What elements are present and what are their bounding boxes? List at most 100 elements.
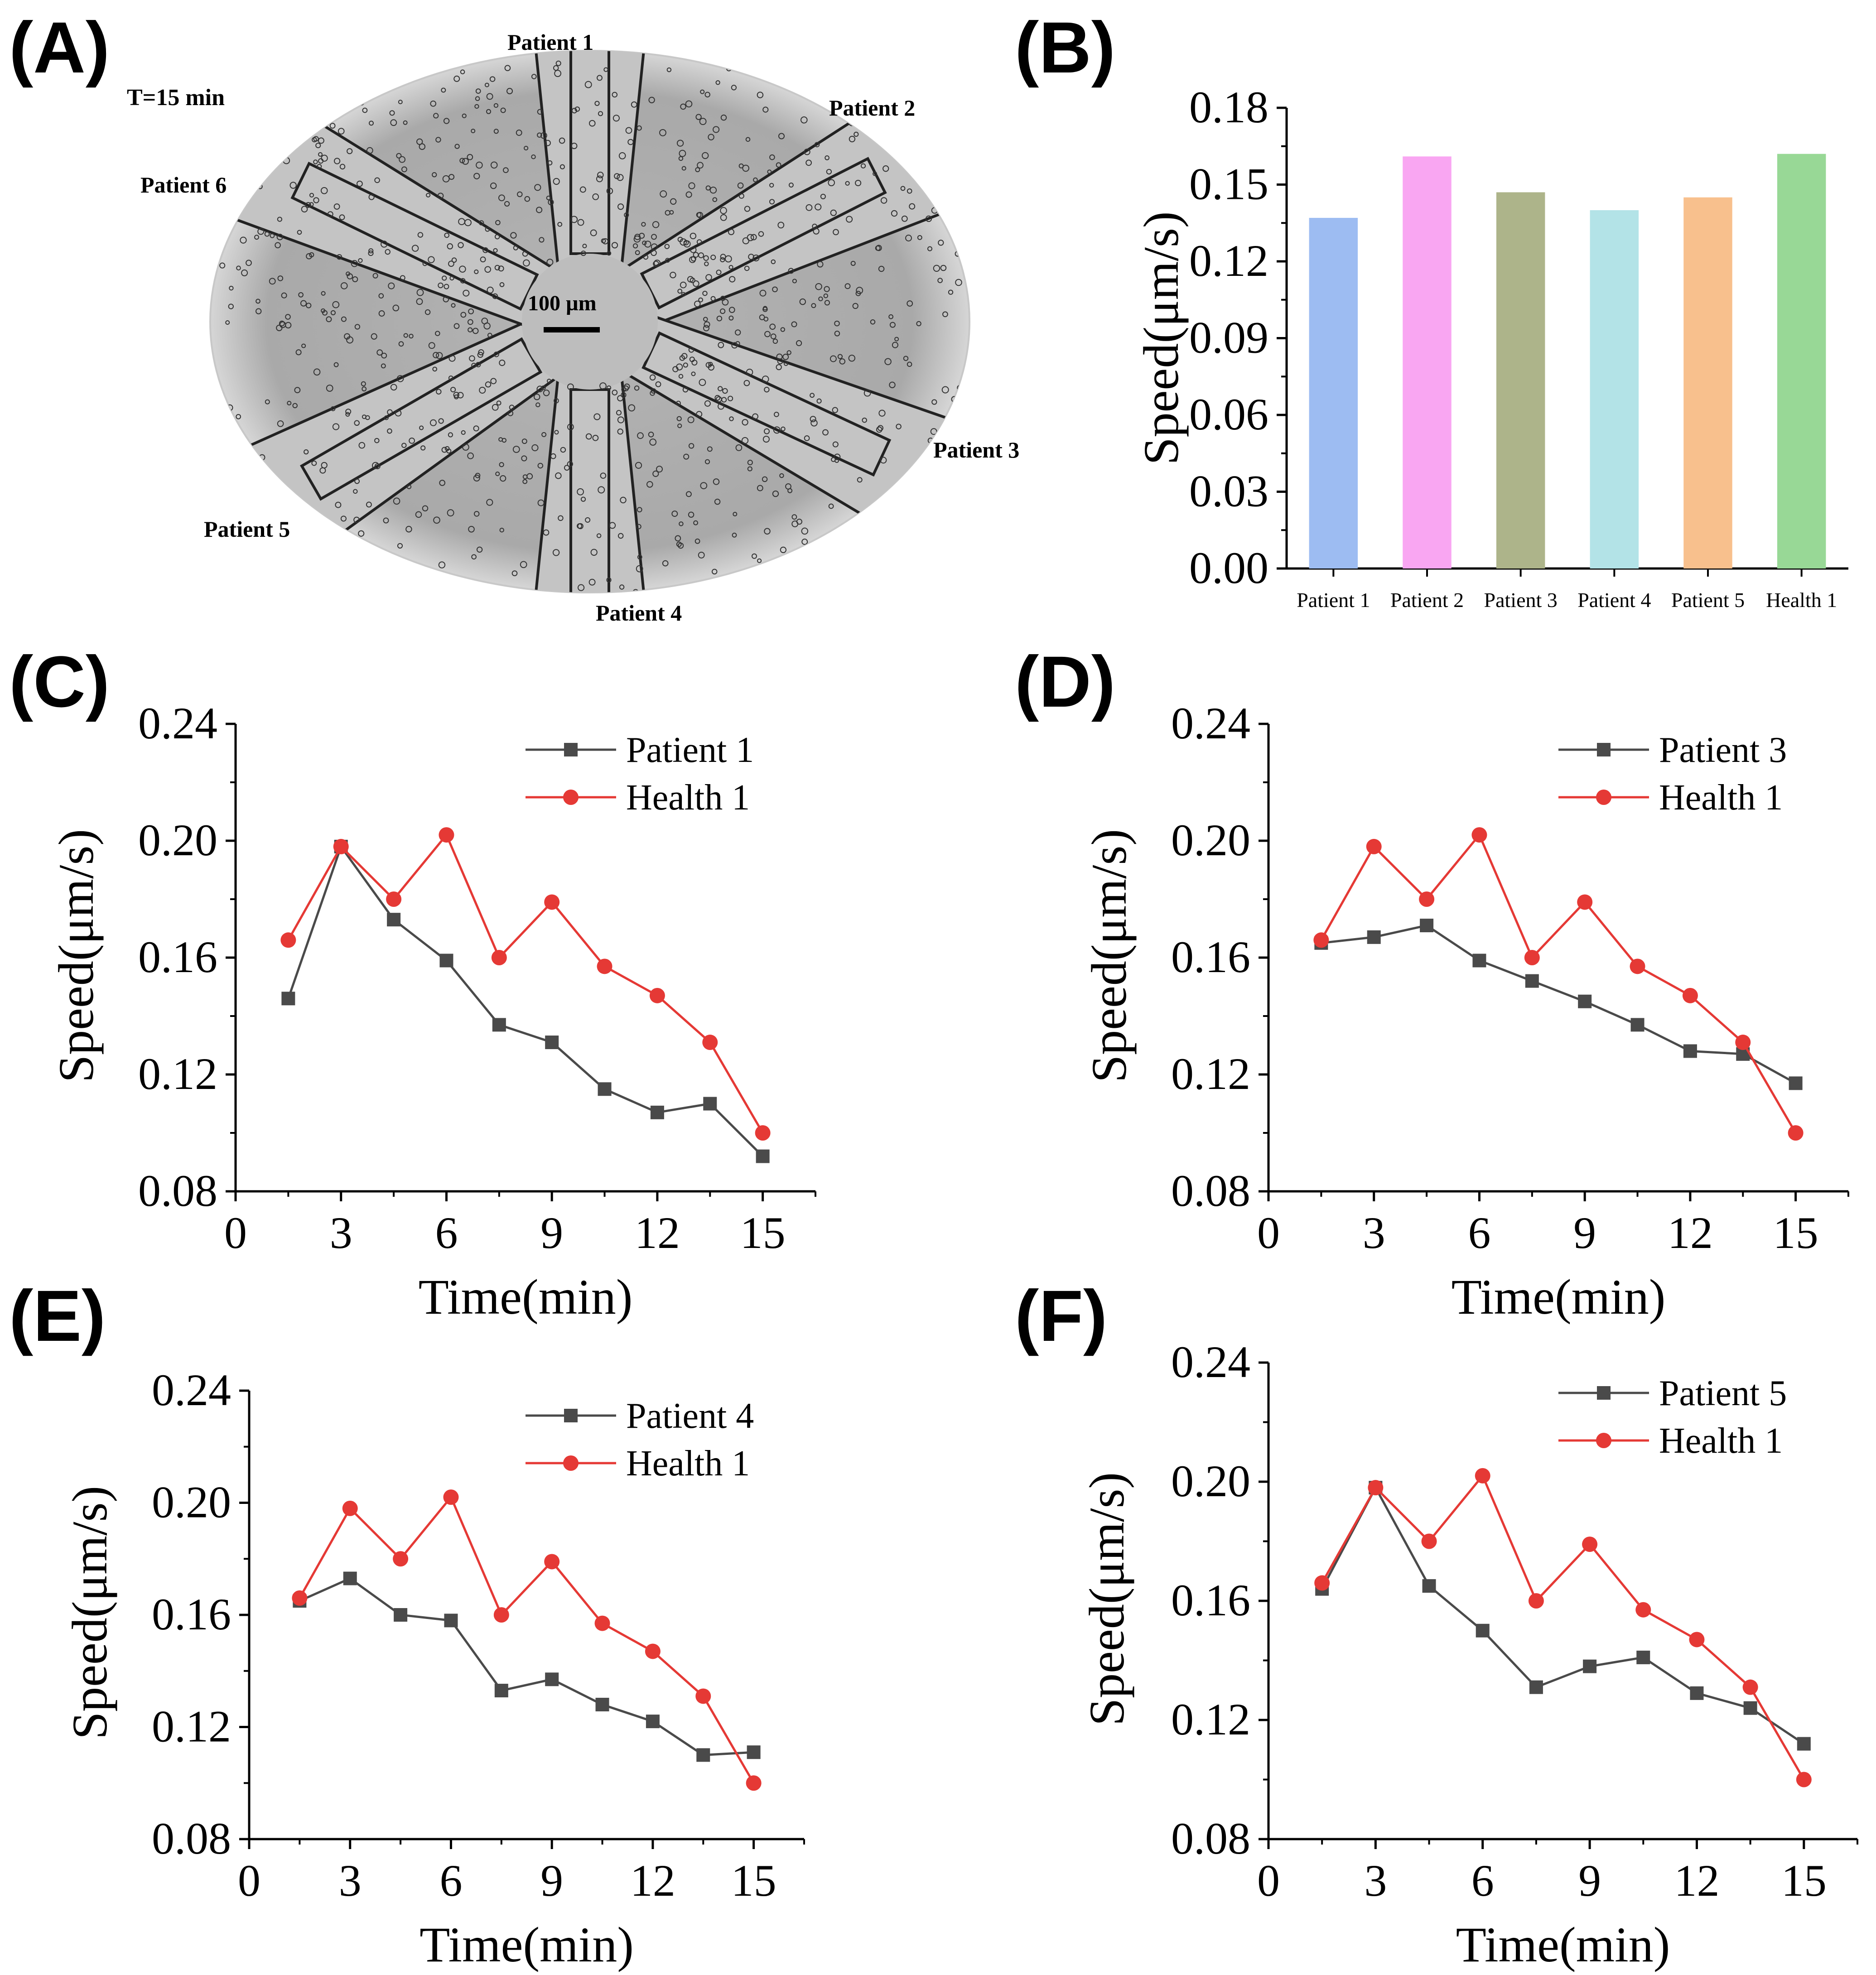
time-label: T=15 min bbox=[127, 85, 225, 111]
cell bbox=[354, 420, 360, 426]
cell bbox=[618, 152, 626, 159]
cell bbox=[697, 212, 704, 218]
point-health-1 bbox=[1796, 1772, 1812, 1787]
cell bbox=[428, 256, 435, 263]
cell bbox=[952, 412, 958, 418]
cell bbox=[636, 565, 643, 573]
cell bbox=[698, 252, 704, 259]
point-health-1 bbox=[342, 1500, 358, 1516]
cell bbox=[704, 92, 710, 98]
cell bbox=[856, 287, 863, 294]
cell bbox=[870, 319, 876, 325]
cell bbox=[287, 104, 293, 110]
cell bbox=[624, 383, 630, 390]
cell bbox=[499, 282, 505, 287]
cell bbox=[446, 448, 452, 454]
cell bbox=[680, 103, 686, 110]
cell bbox=[585, 517, 591, 523]
cell bbox=[837, 354, 843, 359]
cell bbox=[536, 207, 543, 213]
cell bbox=[313, 368, 321, 376]
cell bbox=[301, 343, 306, 348]
cell bbox=[298, 292, 304, 298]
cell bbox=[181, 212, 184, 215]
cell bbox=[415, 511, 422, 518]
cell bbox=[345, 409, 352, 415]
cell bbox=[665, 258, 670, 263]
cell bbox=[757, 92, 764, 98]
cell bbox=[908, 140, 915, 147]
cell bbox=[521, 438, 527, 444]
bar-patient-5 bbox=[1683, 197, 1732, 568]
x-tick-label: 15 bbox=[731, 1855, 776, 1906]
cell bbox=[183, 318, 188, 323]
cell bbox=[782, 353, 789, 360]
cell bbox=[710, 255, 716, 260]
cell bbox=[157, 284, 161, 289]
cell bbox=[791, 321, 797, 328]
cell bbox=[570, 216, 578, 223]
cell bbox=[299, 111, 304, 116]
cell bbox=[545, 140, 551, 146]
cell bbox=[621, 387, 627, 392]
cell bbox=[369, 120, 374, 126]
cell bbox=[767, 169, 772, 174]
cell bbox=[614, 173, 620, 179]
point-patient-1 bbox=[439, 954, 453, 968]
cell bbox=[698, 551, 705, 559]
cell bbox=[203, 419, 209, 425]
cell bbox=[399, 156, 406, 163]
cell bbox=[620, 496, 627, 504]
cell bbox=[533, 393, 540, 400]
cell bbox=[265, 399, 270, 405]
cell bbox=[276, 130, 284, 137]
cell bbox=[772, 338, 778, 344]
cell bbox=[693, 280, 699, 287]
cell bbox=[484, 266, 492, 273]
cell bbox=[499, 527, 504, 533]
cell bbox=[362, 414, 367, 419]
cell bbox=[441, 87, 446, 93]
point-patient-5 bbox=[1422, 1579, 1436, 1593]
x-tick-label: 12 bbox=[1674, 1855, 1719, 1906]
cell bbox=[974, 482, 979, 488]
cell bbox=[750, 234, 757, 241]
cell bbox=[448, 260, 454, 267]
cell bbox=[442, 275, 447, 281]
cell bbox=[467, 319, 473, 325]
cell bbox=[417, 232, 424, 238]
cell bbox=[474, 104, 479, 109]
cell bbox=[269, 278, 276, 285]
cell bbox=[372, 273, 378, 279]
cell bbox=[693, 520, 699, 525]
cell bbox=[719, 308, 726, 314]
cell bbox=[531, 74, 537, 79]
x-tick-label: 9 bbox=[540, 1855, 563, 1906]
cell bbox=[955, 279, 962, 286]
cell bbox=[703, 317, 708, 322]
cell bbox=[339, 214, 345, 220]
cell bbox=[688, 182, 695, 189]
point-patient-4 bbox=[343, 1571, 357, 1585]
cell bbox=[577, 523, 583, 529]
cell bbox=[598, 111, 603, 116]
cell bbox=[285, 511, 289, 516]
cell bbox=[814, 142, 820, 148]
cell bbox=[438, 282, 444, 289]
cell bbox=[148, 330, 151, 333]
cell bbox=[1009, 213, 1015, 220]
cell bbox=[925, 215, 932, 222]
cell bbox=[185, 332, 191, 337]
cell bbox=[439, 480, 446, 486]
cell bbox=[731, 342, 738, 349]
cell bbox=[309, 193, 314, 198]
cell bbox=[873, 171, 878, 176]
cell bbox=[500, 107, 506, 113]
cell bbox=[901, 215, 908, 222]
cell bbox=[894, 337, 899, 342]
point-health-1 bbox=[597, 959, 612, 974]
cell bbox=[504, 65, 511, 72]
cell bbox=[713, 478, 720, 485]
cell bbox=[531, 154, 536, 159]
cell bbox=[467, 154, 473, 160]
